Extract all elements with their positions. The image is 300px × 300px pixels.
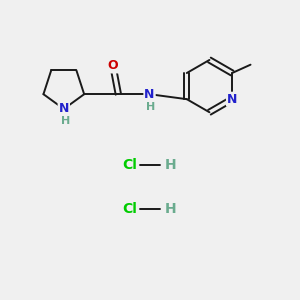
Text: N: N [144,88,155,101]
Text: N: N [58,103,69,116]
Text: O: O [108,59,118,73]
Text: H: H [61,116,70,127]
Text: H: H [165,158,177,172]
Text: Cl: Cl [122,158,136,172]
Text: H: H [146,102,155,112]
Text: H: H [165,202,177,216]
Text: Cl: Cl [122,202,136,216]
Text: N: N [227,93,237,106]
